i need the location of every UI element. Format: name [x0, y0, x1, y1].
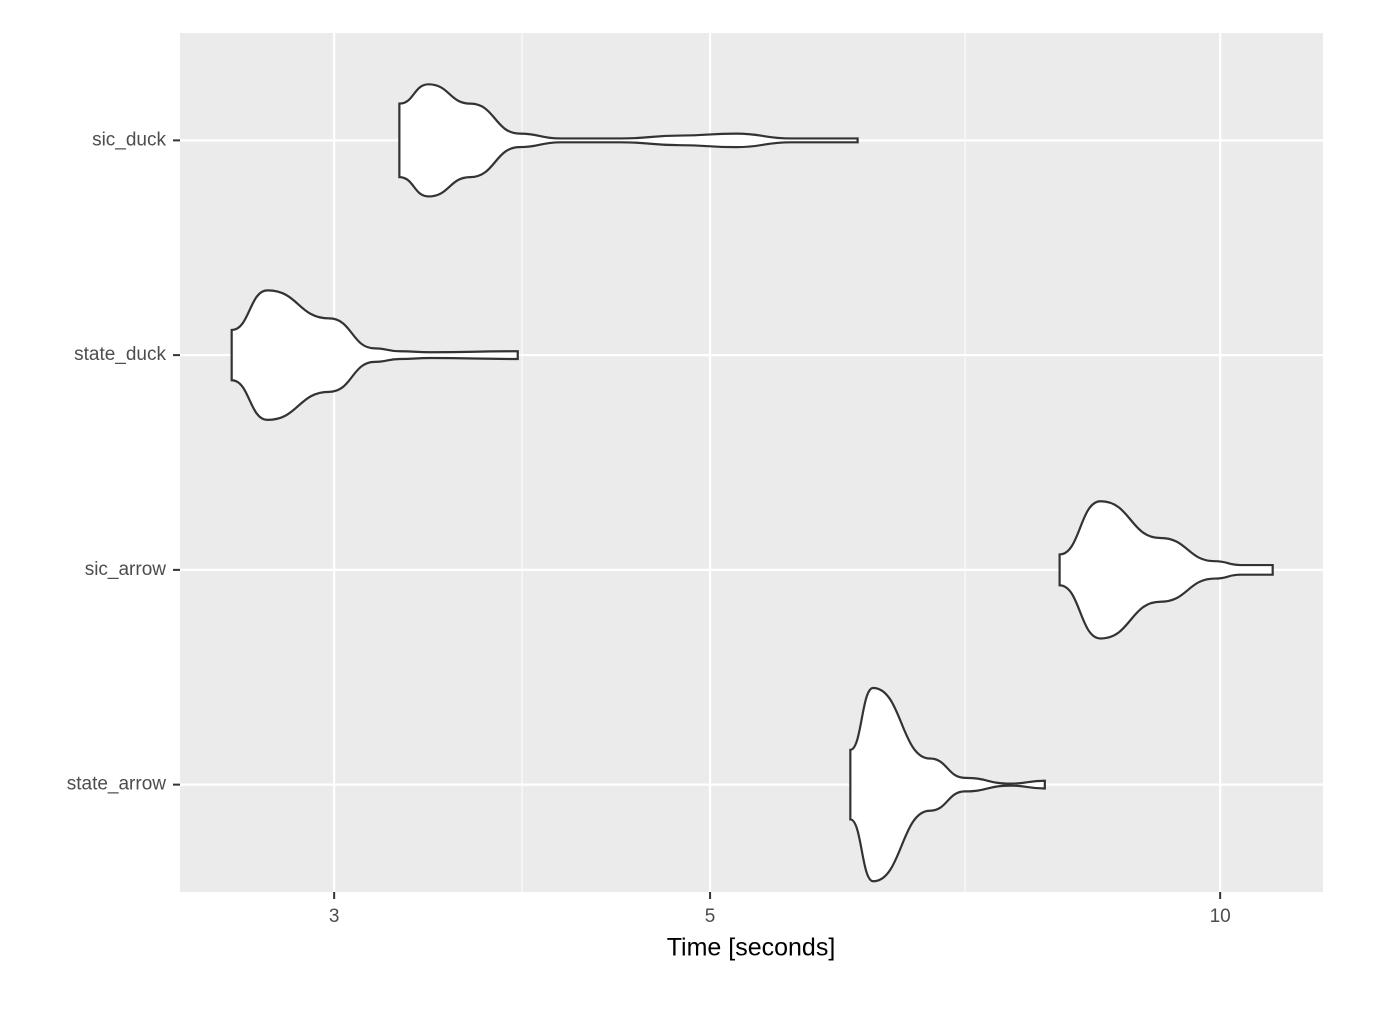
violin: [1058, 500, 1274, 640]
violin: [849, 686, 1046, 883]
x-tick-label: 3: [329, 906, 340, 927]
x-tick-label: 5: [705, 906, 716, 927]
y-tick-label: state_arrow: [67, 774, 167, 795]
violin: [398, 83, 859, 198]
violin: [230, 289, 519, 421]
x-tick-label: 10: [1210, 906, 1231, 927]
x-axis-title: Time [seconds]: [667, 934, 836, 962]
y-tick-label: sic_duck: [92, 129, 166, 150]
y-tick-label: sic_arrow: [85, 559, 167, 580]
panel: [180, 33, 1323, 892]
y-tick-label: state_duck: [74, 344, 166, 365]
